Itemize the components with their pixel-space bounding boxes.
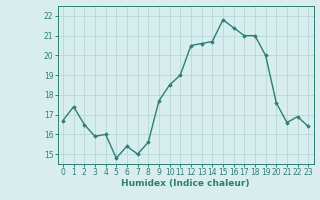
- X-axis label: Humidex (Indice chaleur): Humidex (Indice chaleur): [121, 179, 250, 188]
